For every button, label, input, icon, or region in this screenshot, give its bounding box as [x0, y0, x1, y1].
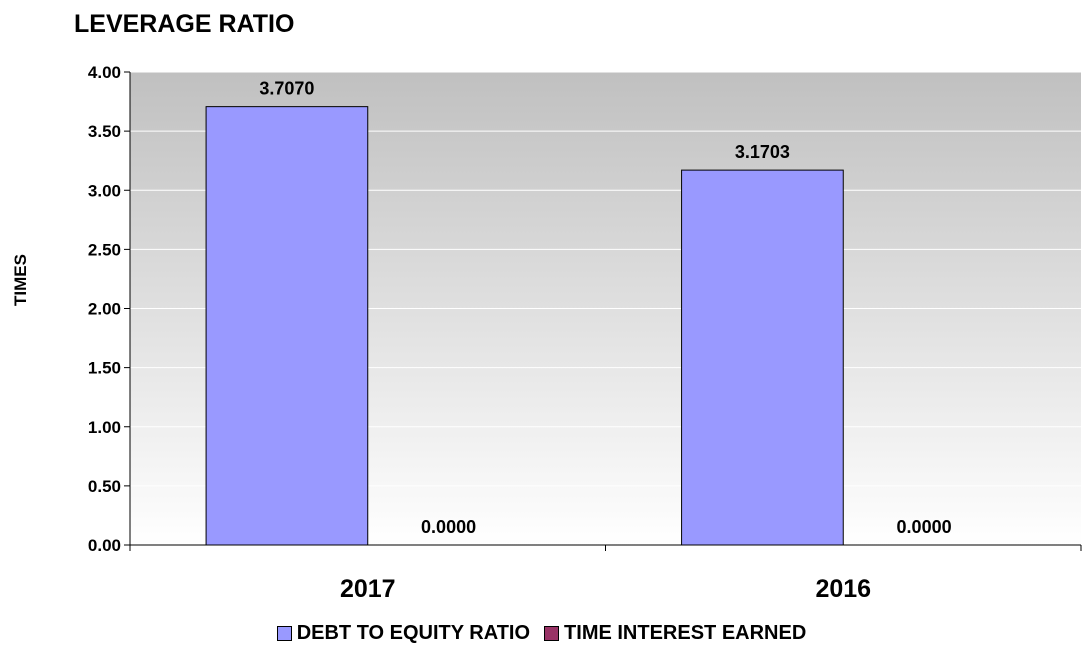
data-label: 0.0000 — [421, 517, 476, 537]
bar — [681, 169, 844, 546]
y-tick-label: 3.00 — [88, 181, 121, 200]
y-tick-label: 2.00 — [88, 300, 121, 319]
legend-item-series-2: TIME INTEREST EARNED — [544, 622, 806, 645]
bar — [205, 106, 369, 546]
y-tick-label: 4.00 — [88, 63, 121, 82]
legend: DEBT TO EQUITY RATIO TIME INTEREST EARNE… — [0, 622, 1083, 645]
legend-swatch-series-2 — [544, 626, 560, 641]
chart-title: LEVERAGE RATIO — [74, 10, 295, 38]
y-tick-label: 1.00 — [88, 418, 121, 437]
y-tick-label: 0.50 — [88, 477, 121, 496]
legend-item-series-1: DEBT TO EQUITY RATIO — [276, 622, 531, 645]
data-label: 3.7070 — [259, 79, 314, 99]
data-label: 0.0000 — [897, 517, 952, 537]
y-tick-label: 0.00 — [88, 536, 121, 555]
y-tick-label: 1.50 — [88, 359, 121, 378]
x-tick-label: 2016 — [815, 575, 871, 603]
legend-swatch-series-1 — [276, 626, 292, 641]
y-tick-label: 2.50 — [88, 240, 121, 259]
legend-label-series-2: TIME INTEREST EARNED — [564, 622, 807, 644]
x-tick-label: 2017 — [340, 575, 396, 603]
data-label: 3.1703 — [735, 142, 790, 162]
legend-label-series-1: DEBT TO EQUITY RATIO — [296, 622, 531, 644]
y-tick-label: 3.50 — [88, 122, 121, 141]
